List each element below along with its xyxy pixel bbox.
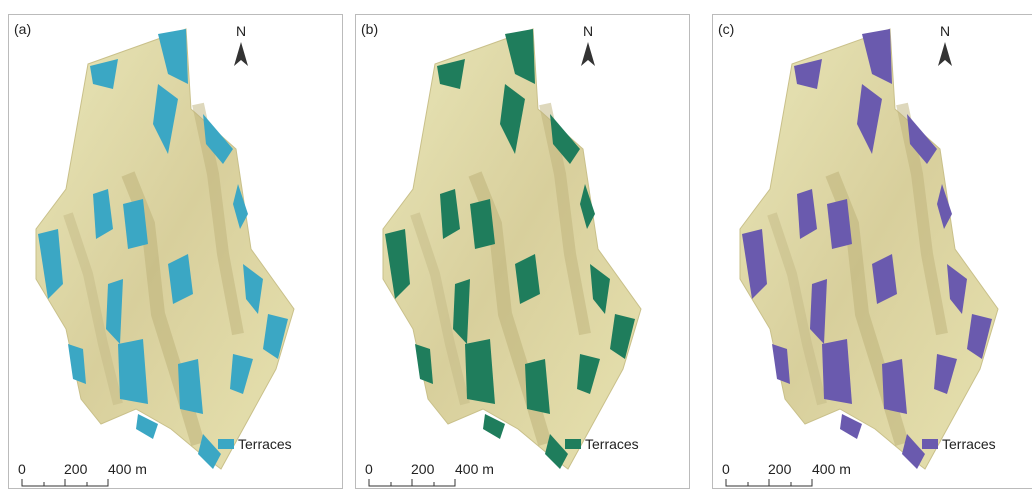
legend-label: Terraces (585, 436, 639, 452)
legend-label: Terraces (238, 436, 292, 452)
scale-label: 400 m (812, 461, 851, 477)
map-panel: (c) N Terraces 0 200 400 m (713, 15, 1032, 489)
scale-label: 400 m (108, 461, 147, 477)
legend-label: Terraces (942, 436, 996, 452)
north-label: N (940, 23, 950, 39)
figure: (a) N Terraces 0 200 400 m (b) N Terraces 0 200 400… (0, 0, 1032, 492)
scale-label: 0 (18, 461, 26, 477)
scale-label: 200 (768, 461, 792, 477)
legend-swatch (218, 439, 234, 449)
legend-swatch (922, 439, 938, 449)
scale-label: 0 (365, 461, 373, 477)
panel-label: (c) (718, 21, 734, 37)
scale-label: 200 (411, 461, 435, 477)
legend-swatch (565, 439, 581, 449)
panel-label: (a) (14, 21, 31, 37)
map-panel: (a) N Terraces 0 200 400 m (9, 15, 343, 489)
north-label: N (236, 23, 246, 39)
scale-label: 400 m (455, 461, 494, 477)
map-panel: (b) N Terraces 0 200 400 m (356, 15, 690, 489)
scale-label: 0 (722, 461, 730, 477)
scale-label: 200 (64, 461, 88, 477)
panel-label: (b) (361, 21, 378, 37)
north-label: N (583, 23, 593, 39)
